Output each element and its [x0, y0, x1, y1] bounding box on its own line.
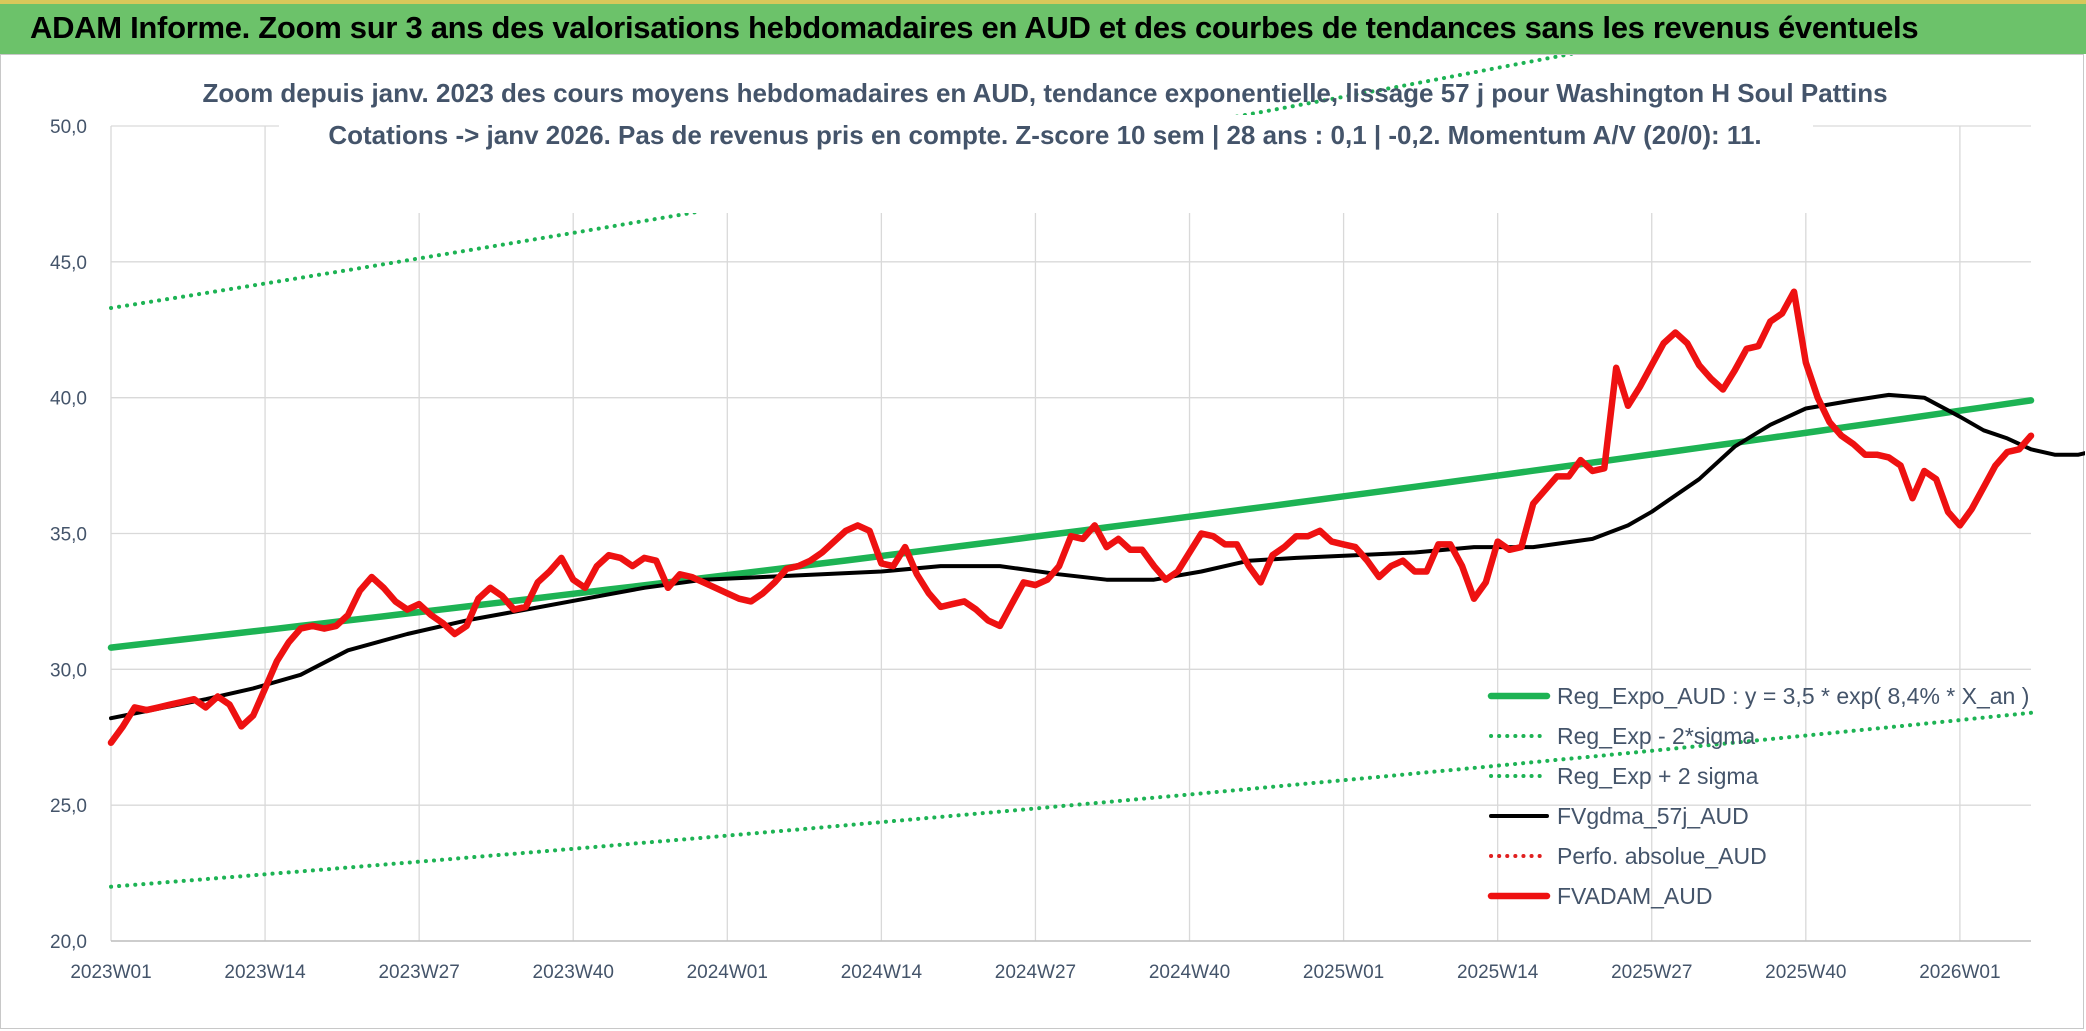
y-tick-label: 30,0	[50, 660, 87, 681]
legend-entry: FVADAM_AUD	[1557, 883, 1713, 909]
legend-entry: Reg_Exp - 2*sigma	[1557, 723, 1755, 749]
y-tick-label: 20,0	[50, 932, 87, 953]
x-tick-label: 2023W27	[378, 962, 459, 983]
x-tick-label: 2024W01	[687, 962, 768, 983]
report-title: ADAM Informe. Zoom sur 3 ans des valoris…	[30, 10, 1919, 45]
title-background	[279, 115, 1813, 213]
chart-title: Zoom depuis janv. 2023 des cours moyens …	[202, 78, 1887, 108]
x-tick-label: 2024W27	[995, 962, 1076, 983]
x-tick-label: 2023W40	[533, 962, 614, 983]
chart-frame: 20,0 25,0 30,0 35,0 40,0 45,0 50,0 2023W01 2023…	[0, 54, 2085, 1029]
y-tick-label: 50,0	[50, 117, 87, 138]
x-tick-label: 2025W14	[1457, 962, 1539, 983]
legend-entry: Reg_Exp + 2 sigma	[1557, 763, 1759, 789]
chart-subtitle: Cotations -> janv 2026. Pas de revenus p…	[328, 120, 1761, 150]
series-line-fvadam-aud	[107, 288, 2035, 746]
x-tick-label: 2026W01	[1919, 962, 2000, 983]
series-line-fvgdma-57j-aud	[109, 392, 2085, 721]
report-header: ADAM Informe. Zoom sur 3 ans des valoris…	[0, 0, 2086, 54]
x-tick-label: 2025W40	[1765, 962, 1846, 983]
x-tick-label: 2025W27	[1611, 962, 1692, 983]
series-line-reg-exp-2-sigma	[109, 710, 2033, 889]
y-axis-ticks: 20,0 25,0 30,0 35,0 40,0 45,0 50,0	[50, 117, 87, 953]
legend-entry: Reg_Expo_AUD : y = 3,5 * exp( 8,4% * X_a…	[1557, 683, 2029, 709]
x-tick-label: 2024W14	[841, 962, 923, 983]
line-chart: 20,025,030,035,040,045,050,0 2023W01 2023…	[50, 55, 2085, 983]
legend-entry: Perfo. absolue_AUD	[1557, 843, 1767, 869]
y-tick-label: 25,0	[50, 796, 87, 817]
x-tick-label: 2024W40	[1149, 962, 1230, 983]
y-tick-label: 45,0	[50, 253, 87, 274]
legend: Reg_Expo_AUD : y = 3,5 * exp( 8,4% * X_a…	[1487, 683, 2029, 909]
y-tick-label: 40,0	[50, 389, 87, 410]
x-tick-label: 2023W01	[70, 962, 151, 983]
x-tick-label: 2025W01	[1303, 962, 1384, 983]
x-tick-label: 2023W14	[224, 962, 306, 983]
y-tick-label: 35,0	[50, 525, 87, 546]
legend-entry: FVgdma_57j_AUD	[1557, 803, 1749, 829]
series-line-reg-expo-aud-y-3-5-exp-8-4-x-an	[107, 397, 2035, 651]
x-axis-ticks: 2023W01 2023W14 2023W27 2023W40 2024W01 2024W…	[70, 962, 2000, 983]
